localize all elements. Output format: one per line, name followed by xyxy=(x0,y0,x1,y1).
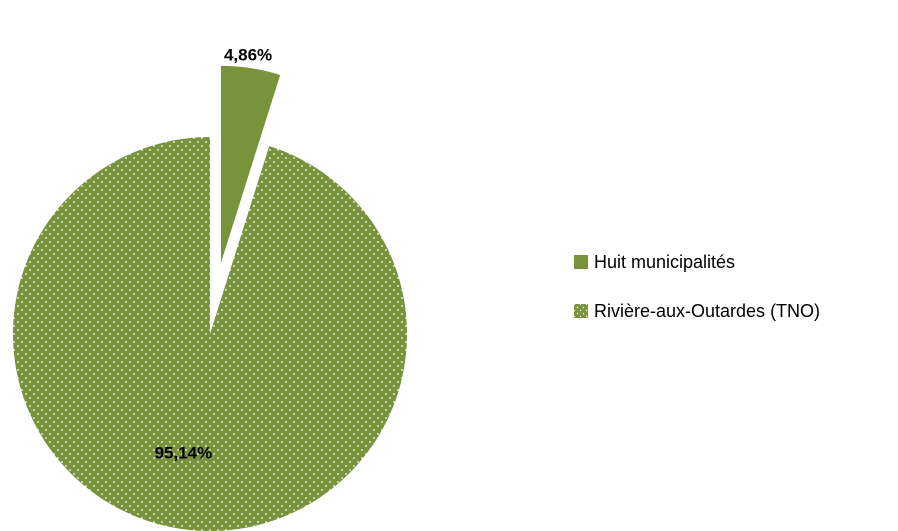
legend-swatch-1 xyxy=(574,255,588,269)
legend-label-2: Rivière-aux-Outardes (TNO) xyxy=(594,301,820,321)
legend: Huit municipalités Rivière-aux-Outardes (… xyxy=(574,252,820,321)
legend-label-1: Huit municipalités xyxy=(594,252,735,272)
pie-slice-2 xyxy=(12,137,407,531)
data-label-1: 4,86% xyxy=(224,45,272,64)
pie-slice-1 xyxy=(220,65,281,263)
legend-swatch-2 xyxy=(574,304,588,318)
data-labels: 4,86% 95,14% xyxy=(155,45,273,462)
pie-slices xyxy=(12,65,407,531)
data-label-2: 95,14% xyxy=(155,444,213,463)
